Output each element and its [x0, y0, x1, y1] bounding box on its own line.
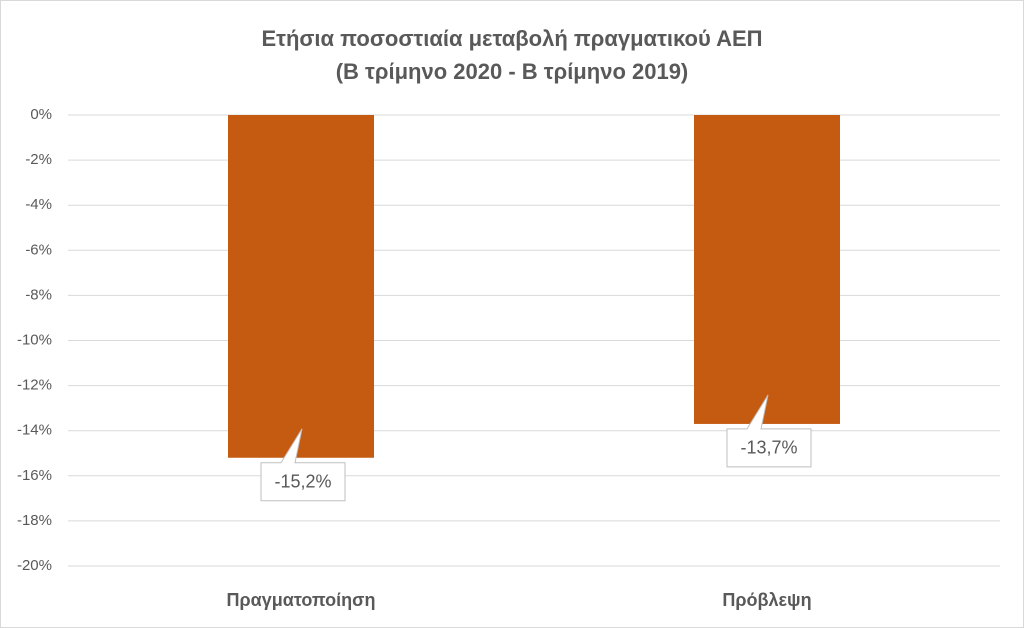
- y-tick-label: -10%: [17, 331, 52, 348]
- y-tick-label: -8%: [25, 286, 52, 303]
- data-label-callout: [726, 394, 812, 468]
- bar: [694, 115, 840, 424]
- y-tick-label: -4%: [25, 196, 52, 213]
- y-tick-label: -12%: [17, 377, 52, 394]
- y-tick-label: -14%: [17, 422, 52, 439]
- data-label-callout: [260, 428, 346, 502]
- y-tick-label: -18%: [17, 512, 52, 529]
- chart-subtitle: (Β τρίμηνο 2020 - Β τρίμηνο 2019): [336, 59, 689, 84]
- y-tick-label: -20%: [17, 557, 52, 574]
- y-tick-label: -6%: [25, 241, 52, 258]
- bar: [228, 115, 374, 458]
- data-label: -15,2%: [274, 472, 331, 492]
- data-label: -13,7%: [740, 438, 797, 458]
- y-tick-label: -16%: [17, 467, 52, 484]
- y-tick-label: 0%: [30, 106, 52, 123]
- chart-title: Ετήσια ποσοστιαία μεταβολή πραγματικού Α…: [261, 26, 762, 51]
- x-tick-label: Πραγματοποίηση: [227, 590, 376, 610]
- y-tick-label: -2%: [25, 151, 52, 168]
- x-tick-label: Πρόβλεψη: [722, 590, 811, 610]
